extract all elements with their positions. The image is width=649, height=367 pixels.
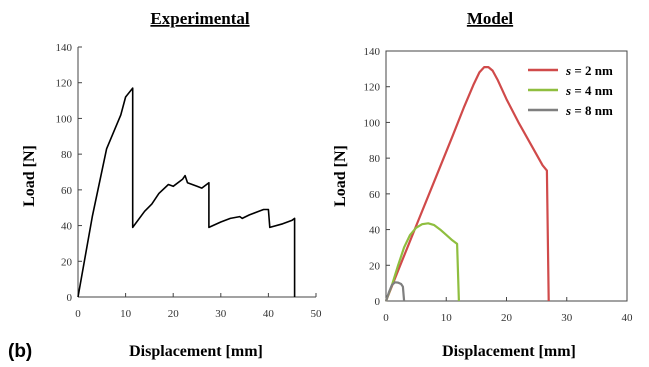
model-series-line-1 [384,66,550,302]
model-ytick-label: 20 [369,260,381,272]
experimental-lines [77,87,296,298]
model-series-line-3 [384,281,406,302]
experimental-xtick-label: 50 [311,308,323,320]
experimental-xlabel: Displacement [mm] [129,343,263,360]
experimental-ytick-label: 120 [56,78,73,90]
experimental-ytick-label: 140 [56,42,73,54]
legend-label: s = 4 nm [565,83,613,98]
experimental-xtick-label: 30 [215,308,227,320]
experimental-xtick-label: 40 [263,308,275,320]
experimental-panel: Experimental Load [N] Displacement [mm] … [21,9,322,360]
model-ytick-label: 80 [369,153,381,165]
experimental-xtick-label: 20 [168,308,180,320]
model-xtick-label: 20 [501,312,513,324]
model-xtick-label: 30 [561,312,573,324]
experimental-ytick-label: 60 [61,185,73,197]
legend-label: s = 8 nm [565,103,613,118]
experimental-ytick-label: 40 [61,221,73,233]
model-panel: Model Load [N] Displacement [mm] 0 20 40 60… [332,9,633,360]
experimental-ylabel: Load [N] [21,145,38,207]
model-series-line-2 [384,222,460,302]
model-ticks: 0 20 40 60 80 100 120 140 0 10 20 30 40 [364,46,634,324]
model-xtick-label: 0 [383,312,389,324]
experimental-title: Experimental [150,9,249,28]
model-xlabel: Displacement [mm] [442,343,576,360]
model-ytick-label: 0 [375,296,381,308]
model-title: Model [467,9,514,28]
model-legend: s = 2 nm s = 4 nm s = 8 nm [528,63,613,118]
model-ytick-label: 40 [369,225,381,237]
model-xtick-label: 10 [441,312,453,324]
experimental-series-line-1 [77,87,296,298]
experimental-xtick-label: 10 [120,308,132,320]
model-ytick-label: 120 [364,82,381,94]
experimental-ytick-label: 0 [67,292,73,304]
experimental-ticks: 0 20 40 60 80 100 120 140 0 10 20 30 40 50 [56,42,323,320]
model-ylabel: Load [N] [332,145,349,207]
legend-label: s = 2 nm [565,63,613,78]
experimental-ytick-label: 100 [56,113,73,125]
model-xtick-label: 40 [622,312,634,324]
experimental-axes [77,47,316,298]
model-ytick-label: 60 [369,189,381,201]
panel-letter: (b) [8,341,32,362]
experimental-ytick-label: 20 [61,256,73,268]
experimental-ytick-label: 80 [61,149,73,161]
model-lines [384,66,550,302]
model-ytick-label: 100 [364,117,381,129]
model-ytick-label: 140 [364,46,381,58]
experimental-xtick-label: 0 [75,308,81,320]
